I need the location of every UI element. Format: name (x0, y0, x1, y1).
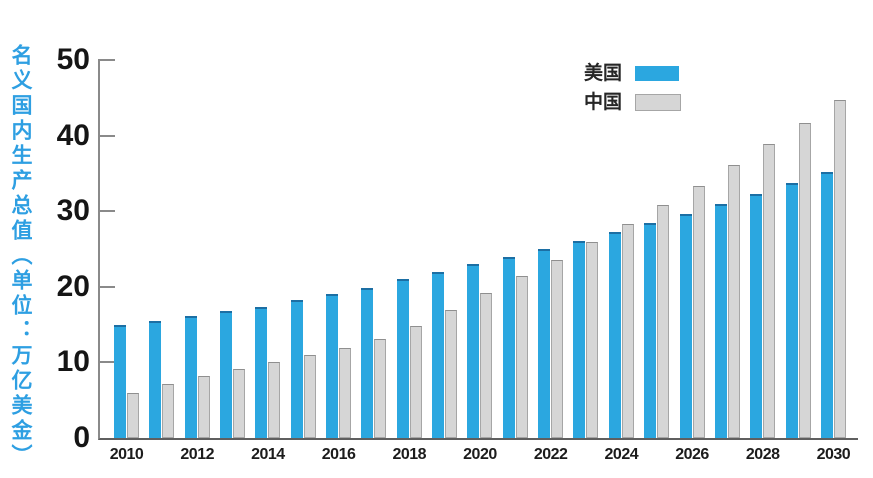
bar-cn-2028 (763, 143, 776, 438)
bar-us-2028 (750, 193, 763, 438)
x-tick-label-2018: 2018 (392, 446, 427, 463)
bar-group-2026: 2026 (675, 186, 709, 463)
bar-us-2012 (184, 316, 197, 438)
bar-group-2021 (502, 256, 528, 438)
bar-group-2022: 2022 (534, 249, 568, 463)
bar-group-2024: 2024 (605, 224, 639, 463)
y-tick-label-0: 0 (73, 421, 90, 454)
y-tick-label-40: 40 (56, 118, 90, 152)
bar-us-2015 (290, 300, 303, 438)
x-tick-label-2024: 2024 (604, 446, 639, 463)
bar-us-2018 (396, 279, 409, 438)
y-tick-label-20: 20 (56, 269, 90, 303)
y-tick-label-50: 50 (56, 43, 90, 76)
y-tick-mark-20 (98, 285, 115, 288)
bar-cn-2014 (268, 362, 281, 438)
bar-cn-2011 (162, 383, 175, 438)
bar-group-2016: 2016 (322, 294, 356, 463)
bar-group-2019 (432, 271, 458, 438)
x-tick-label-2026: 2026 (675, 446, 709, 463)
bar-us-2023 (573, 240, 586, 438)
bar-group-2028: 2028 (746, 143, 780, 463)
bar-cn-2018 (409, 326, 422, 438)
x-tick-label-2010: 2010 (109, 446, 144, 463)
bar-group-2011 (149, 320, 175, 438)
bar-cn-2027 (727, 165, 740, 438)
bar-cn-2017 (374, 339, 387, 438)
legend: 美国 中国 (584, 64, 682, 122)
bar-group-2030: 2030 (817, 100, 851, 463)
bar-us-2013 (220, 311, 233, 438)
x-tick-label-2030: 2030 (816, 446, 851, 463)
y-tick-mark-30 (98, 210, 115, 213)
bar-group-2025 (644, 205, 670, 438)
bar-group-2018: 2018 (392, 279, 427, 463)
bar-cn-2015 (303, 354, 316, 438)
bar-group-2017 (361, 287, 387, 438)
bar-us-2021 (502, 256, 515, 438)
plot-area: 0 10 20 30 40 50 2010 2012 2014 2016 2018 2020 2022… (57, 45, 858, 463)
legend-row-cn: 中国 (584, 92, 682, 113)
bar-cn-2010 (127, 393, 139, 438)
bar-group-2023 (573, 240, 599, 438)
legend-row-us: 美国 (584, 64, 681, 83)
bar-cn-2023 (586, 242, 599, 438)
bar-us-2014 (255, 306, 268, 438)
bar-us-2010 (114, 324, 126, 438)
y-tick-mark-40 (98, 134, 115, 137)
bar-us-2022 (538, 249, 551, 438)
bar-cn-2026 (692, 186, 705, 438)
bar-us-2020 (467, 264, 480, 438)
y-tick-label-10: 10 (56, 345, 90, 379)
bar-cn-2030 (833, 100, 846, 438)
bar-us-2017 (361, 287, 374, 438)
bar-cn-2024 (621, 224, 634, 438)
bar-us-2025 (644, 223, 657, 438)
bar-group-2029 (785, 122, 811, 438)
bar-group-2014: 2014 (251, 306, 285, 463)
legend-swatch-us (635, 66, 680, 81)
bars-container: 2010 2012 2014 2016 2018 2020 2022 2024 2026 2028… (100, 60, 858, 463)
bar-group-2015 (290, 300, 316, 438)
bar-group-2020: 2020 (463, 264, 497, 463)
bar-cn-2012 (197, 376, 210, 438)
bar-us-2026 (679, 213, 692, 438)
bar-group-2027 (714, 165, 740, 438)
y-tick-mark-50 (98, 59, 115, 61)
bar-cn-2013 (233, 369, 246, 438)
bar-group-2010: 2010 (110, 324, 144, 463)
legend-label-us: 美国 (584, 63, 623, 84)
bar-cn-2016 (339, 348, 352, 438)
bar-us-2027 (714, 203, 727, 438)
bar-cn-2019 (445, 310, 458, 438)
bar-us-2029 (785, 183, 798, 438)
bar-us-2019 (432, 271, 445, 438)
x-tick-label-2012: 2012 (180, 446, 214, 463)
bar-group-2013 (220, 311, 246, 438)
x-tick-label-2022: 2022 (533, 446, 568, 463)
y-tick-mark-10 (98, 361, 115, 364)
x-tick-label-2016: 2016 (321, 446, 356, 463)
x-tick-label-2014: 2014 (251, 446, 285, 463)
bar-us-2011 (149, 320, 162, 438)
x-tick-label-2020: 2020 (463, 446, 497, 463)
y-axis-title: 名义国内生产总值（单位：万亿美金） (9, 44, 32, 469)
bar-us-2024 (608, 232, 621, 438)
bar-cn-2020 (480, 292, 493, 438)
bar-us-2030 (820, 171, 833, 438)
bar-cn-2022 (551, 260, 564, 438)
bar-cn-2029 (798, 122, 811, 438)
bar-group-2012: 2012 (180, 316, 214, 463)
legend-swatch-cn (635, 94, 682, 111)
x-tick-label-2028: 2028 (745, 446, 780, 463)
y-tick-label-30: 30 (56, 194, 90, 228)
legend-label-cn: 中国 (584, 92, 623, 113)
bar-cn-2021 (515, 276, 528, 438)
bar-us-2016 (326, 294, 339, 438)
bar-cn-2025 (657, 205, 670, 438)
